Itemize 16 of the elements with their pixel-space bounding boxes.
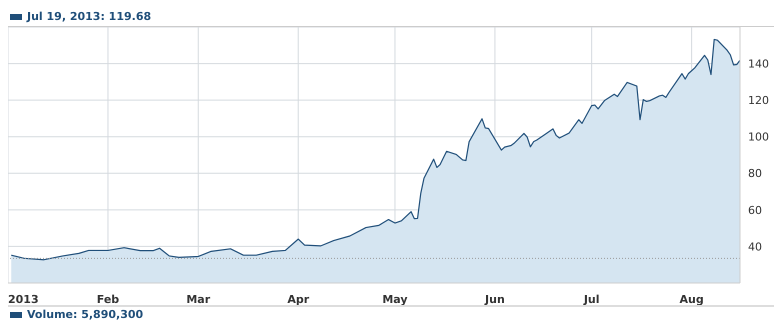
x-tick-label: Aug [680,293,704,306]
x-tick-label: Mar [186,293,211,306]
text: Volume: 5,890,300 [10,308,774,322]
y-tick-label: 140 [748,57,769,70]
x-tick-label: 2013 [8,293,39,306]
y-tick-label: 40 [748,240,762,254]
y-tick-label: 120 [748,94,769,108]
x-tick-label: Jul [582,293,600,306]
x-tick-label: Apr [287,293,310,306]
x-tick-label: Feb [96,293,120,306]
y-tick-label: 80 [748,167,762,180]
x-tick-label: May [382,293,408,306]
text: Jul 19, 2013: 119.68 [25,10,152,23]
y-tick-label: 100 [748,130,769,144]
y-tick-label: 60 [748,204,762,217]
x-tick-label: Jun [484,293,505,306]
